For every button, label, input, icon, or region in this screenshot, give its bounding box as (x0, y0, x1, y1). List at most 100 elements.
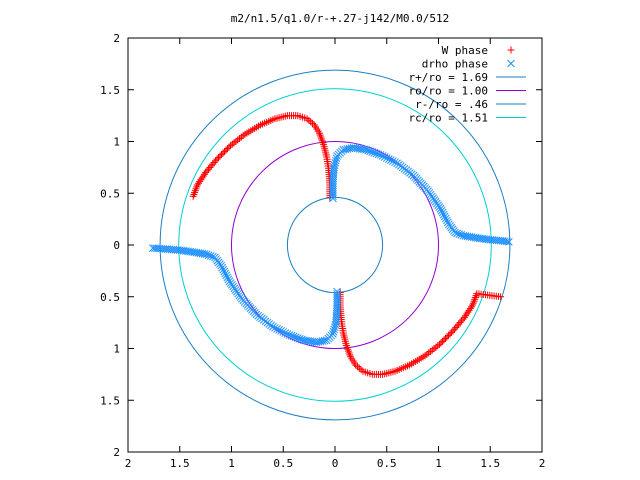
drho-phase-point (329, 327, 338, 336)
drho-phase-point (441, 214, 450, 223)
w-phase-point (436, 340, 444, 348)
drho-phase-point (440, 212, 449, 221)
w-phase-point (223, 145, 231, 153)
w-phase-point (196, 177, 204, 185)
drho-phase-point (332, 318, 340, 327)
drho-phase-point (502, 237, 511, 246)
data-points (148, 112, 513, 378)
w-phase-point (463, 310, 471, 318)
w-phase-point (455, 320, 463, 328)
drho-phase-point (223, 273, 232, 282)
x-tick-label: 2 (539, 457, 546, 470)
drho-phase-point (451, 228, 459, 237)
w-phase-point (206, 164, 214, 172)
drho-phase-point (275, 326, 283, 334)
w-phase-point (195, 179, 203, 187)
drho-phase-point (151, 244, 159, 253)
drho-phase-point (387, 156, 395, 164)
w-phase-point (215, 154, 223, 162)
w-phase-point (430, 345, 438, 353)
w-phase-point (228, 140, 236, 148)
drho-phase-point (330, 163, 338, 172)
w-phase-point (189, 192, 197, 200)
w-phase-point (237, 133, 245, 141)
drho-phase-point (224, 275, 233, 284)
w-phase-point (197, 176, 205, 184)
x-tick-label: 0.5 (377, 457, 397, 470)
drho-phase-point (295, 334, 304, 343)
w-phase-point (230, 139, 238, 147)
legend-label: r+/ro = 1.69 (409, 71, 488, 84)
w-phase-point (199, 172, 207, 180)
w-phase-point (219, 149, 227, 157)
drho-phase-point (330, 325, 339, 334)
w-phase-point (442, 334, 450, 342)
w-phase-point (354, 363, 362, 371)
drho-phase-point (291, 333, 300, 342)
drho-phase-point (378, 152, 387, 160)
y-tick-label: 1.5 (100, 84, 120, 97)
drho-phase-point (222, 271, 231, 280)
radius-circle (286, 196, 384, 294)
w-phase-point (446, 330, 454, 338)
legend-label: W phase (442, 44, 488, 57)
w-phase-point (200, 170, 208, 178)
w-phase-point (453, 322, 461, 330)
w-phase-point (310, 121, 318, 129)
drho-phase-point (331, 321, 340, 329)
drho-phase-point (438, 208, 447, 217)
w-phase-point (443, 333, 451, 341)
w-phase-point (421, 352, 429, 360)
drho-phase-point (374, 150, 383, 159)
drho-phase-point (437, 206, 446, 215)
x-tick-label: 2 (125, 457, 132, 470)
chart-title: m2/n1.5/q1.0/r-+.27-j142/M0.0/512 (231, 12, 450, 25)
w-phase-point (357, 366, 365, 374)
legend-label: r-/ro = .46 (415, 98, 488, 111)
legend-marker (507, 46, 515, 54)
w-phase-point (234, 136, 242, 144)
w-phase-point (198, 174, 206, 182)
y-tick-label: 0.5 (100, 187, 120, 200)
drho-phase-point (289, 332, 298, 341)
drho-phase-point (455, 230, 464, 238)
drho-phase-point (330, 323, 339, 332)
x-tick-label: 1.5 (480, 457, 500, 470)
w-phase-point (432, 343, 440, 351)
legend-label: ro/ro = 1.00 (409, 85, 488, 98)
w-phase-point (447, 328, 455, 336)
axis-ticks: 2 1.5 1 0.5 0 0.5 1 1.5 221.510.500.511.52 (100, 32, 545, 470)
w-phase-point (352, 361, 360, 369)
w-phase-point (458, 317, 466, 325)
x-tick-label: 1 (228, 457, 235, 470)
drho-phase-point (285, 331, 294, 339)
w-phase-point (236, 135, 244, 143)
w-phase-point (202, 169, 210, 177)
w-phase-point (207, 162, 215, 170)
drho-phase-point (209, 252, 217, 261)
w-phase-point (464, 308, 472, 316)
y-tick-label: 1.5 (100, 394, 120, 407)
radius-circle (231, 141, 439, 349)
w-phase-point (213, 155, 221, 163)
drho-phase-point (271, 323, 279, 332)
w-phase-point (462, 312, 470, 320)
w-phase-point (467, 303, 475, 311)
drho-phase-point (376, 151, 385, 159)
drho-phase-point (221, 269, 230, 278)
w-phase-point (434, 342, 442, 350)
w-phase-point (445, 331, 453, 339)
drho-phase-point (218, 263, 227, 272)
drho-phase-point (436, 204, 445, 213)
drho-phase-point (300, 336, 308, 345)
drho-phase-point (287, 331, 296, 340)
w-phase-point (241, 130, 249, 138)
w-phase-point (225, 143, 233, 151)
w-phase-point (232, 137, 240, 145)
drho-phase-point (279, 328, 288, 336)
y-tick-label: 1 (113, 343, 120, 356)
drho-phase-point (277, 327, 286, 335)
drho-phase-point (331, 156, 340, 165)
drho-phase-point (273, 324, 281, 333)
drho-phase-point (298, 335, 306, 344)
